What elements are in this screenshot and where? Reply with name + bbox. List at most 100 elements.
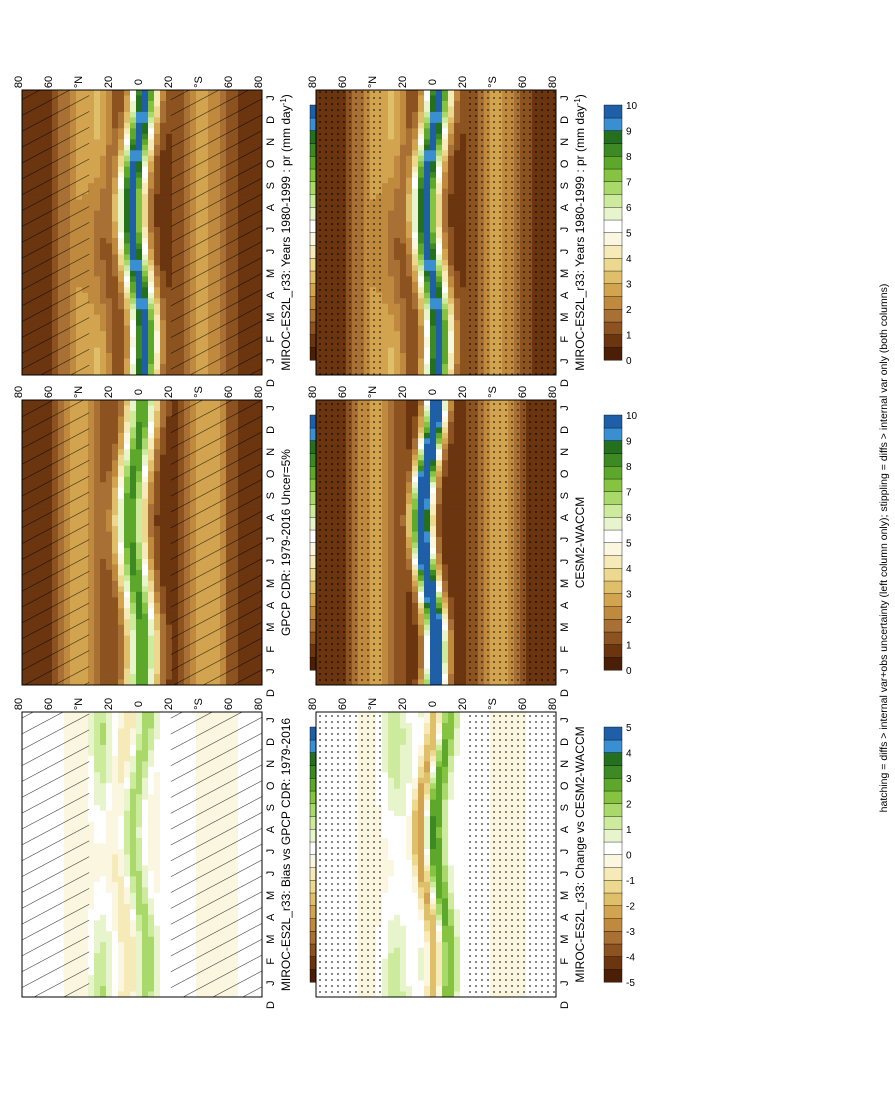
heatmap-cell — [130, 194, 137, 201]
heatmap-cell — [454, 194, 461, 201]
latitude-tick-label: 60 — [337, 76, 349, 88]
heatmap-cell — [148, 95, 155, 102]
heatmap-cell — [400, 166, 407, 173]
heatmap-cell — [412, 133, 419, 140]
heatmap-cell — [412, 227, 419, 233]
colorbar-swatch — [603, 245, 623, 259]
heatmap-cell — [100, 427, 107, 434]
heatmap-cell — [460, 325, 467, 332]
colorbar-label: 8 — [626, 152, 632, 163]
heatmap-cell — [112, 216, 119, 222]
heatmap-cell — [394, 227, 401, 233]
heatmap-cell — [118, 276, 125, 283]
heatmap-cell — [94, 438, 101, 445]
heatmap-cell — [142, 128, 149, 135]
heatmap-cell — [460, 117, 467, 124]
heatmap-cell — [400, 205, 407, 211]
heatmap-cell — [94, 657, 101, 664]
heatmap-cell — [94, 619, 101, 626]
heatmap-cell — [430, 369, 437, 376]
heatmap-cell — [88, 336, 95, 343]
heatmap-cell — [136, 281, 143, 288]
colorbar-swatch — [603, 347, 623, 361]
heatmap-cell — [460, 111, 467, 118]
heatmap-cell — [106, 161, 113, 168]
heatmap-cell — [394, 161, 401, 168]
heatmap-cell — [118, 292, 125, 299]
heatmap-cell — [442, 133, 449, 140]
heatmap-cell — [442, 358, 449, 365]
heatmap-cell — [106, 336, 113, 343]
latitude-tick-label: 0 — [427, 79, 439, 85]
heatmap-cell — [130, 139, 137, 146]
heatmap-cell — [154, 111, 161, 118]
heatmap-cell — [412, 183, 419, 190]
heatmap-cell — [394, 364, 401, 370]
heatmap-cell — [88, 188, 95, 195]
heatmap-cell — [154, 150, 161, 157]
heatmap-cell — [160, 347, 167, 354]
heatmap-cell — [106, 254, 113, 261]
heatmap-cell — [124, 369, 131, 376]
heatmap-cell — [88, 358, 95, 365]
heatmap-cell — [388, 331, 395, 338]
heatmap-cell — [400, 199, 407, 206]
heatmap-cell — [142, 161, 149, 168]
heatmap-cell — [442, 276, 449, 283]
heatmap-cell — [142, 265, 149, 272]
heatmap-cell — [448, 254, 455, 261]
heatmap-cell — [448, 205, 455, 211]
heatmap-cell — [148, 188, 155, 195]
heatmap-cell — [460, 276, 467, 283]
heatmap-cell — [94, 674, 101, 680]
heatmap-cell — [94, 303, 101, 310]
heatmap-cell — [400, 243, 407, 250]
heatmap-cell — [436, 166, 443, 173]
heatmap-cell — [400, 221, 407, 228]
heatmap-cell — [118, 331, 125, 338]
heatmap-cell — [100, 347, 107, 354]
heatmap-cell — [448, 128, 455, 135]
heatmap-cell — [100, 320, 107, 327]
heatmap-cell — [94, 216, 101, 222]
heatmap-cell — [160, 133, 167, 140]
heatmap-cell — [142, 177, 149, 184]
heatmap-cell — [442, 172, 449, 179]
heatmap-cell — [400, 353, 407, 359]
heatmap-cell — [382, 353, 389, 359]
heatmap-cell — [88, 663, 95, 669]
colorbar-swatch — [603, 296, 623, 310]
heatmap-cell — [436, 111, 443, 118]
heatmap-cell — [118, 248, 125, 255]
heatmap-cell — [436, 183, 443, 190]
heatmap-cell — [124, 248, 131, 255]
heatmap-cell — [412, 265, 419, 272]
heatmap-cell — [88, 438, 95, 445]
heatmap-cell — [106, 111, 113, 118]
heatmap-cell — [124, 276, 131, 283]
heatmap-cell — [388, 309, 395, 316]
heatmap-cell — [394, 265, 401, 272]
heatmap-cell — [424, 259, 431, 266]
heatmap-cell — [406, 309, 413, 316]
heatmap-cell — [394, 117, 401, 124]
heatmap-cell — [400, 90, 407, 96]
heatmap-cell — [148, 358, 155, 365]
heatmap-cell — [112, 265, 119, 272]
heatmap-cell — [94, 227, 101, 233]
heatmap-cell — [136, 309, 143, 316]
heatmap-cell — [88, 100, 95, 107]
heatmap-cell — [88, 542, 95, 549]
heatmap-cell — [100, 100, 107, 107]
heatmap-cell — [124, 336, 131, 343]
heatmap-cell — [130, 325, 137, 332]
heatmap-cell — [142, 199, 149, 206]
heatmap-cell — [166, 161, 173, 168]
heatmap-cell — [388, 281, 395, 288]
heatmap-cell — [382, 320, 389, 327]
heatmap-cell — [166, 128, 173, 135]
heatmap-cell — [166, 111, 173, 118]
heatmap-cell — [400, 188, 407, 195]
heatmap-cell — [118, 90, 125, 96]
